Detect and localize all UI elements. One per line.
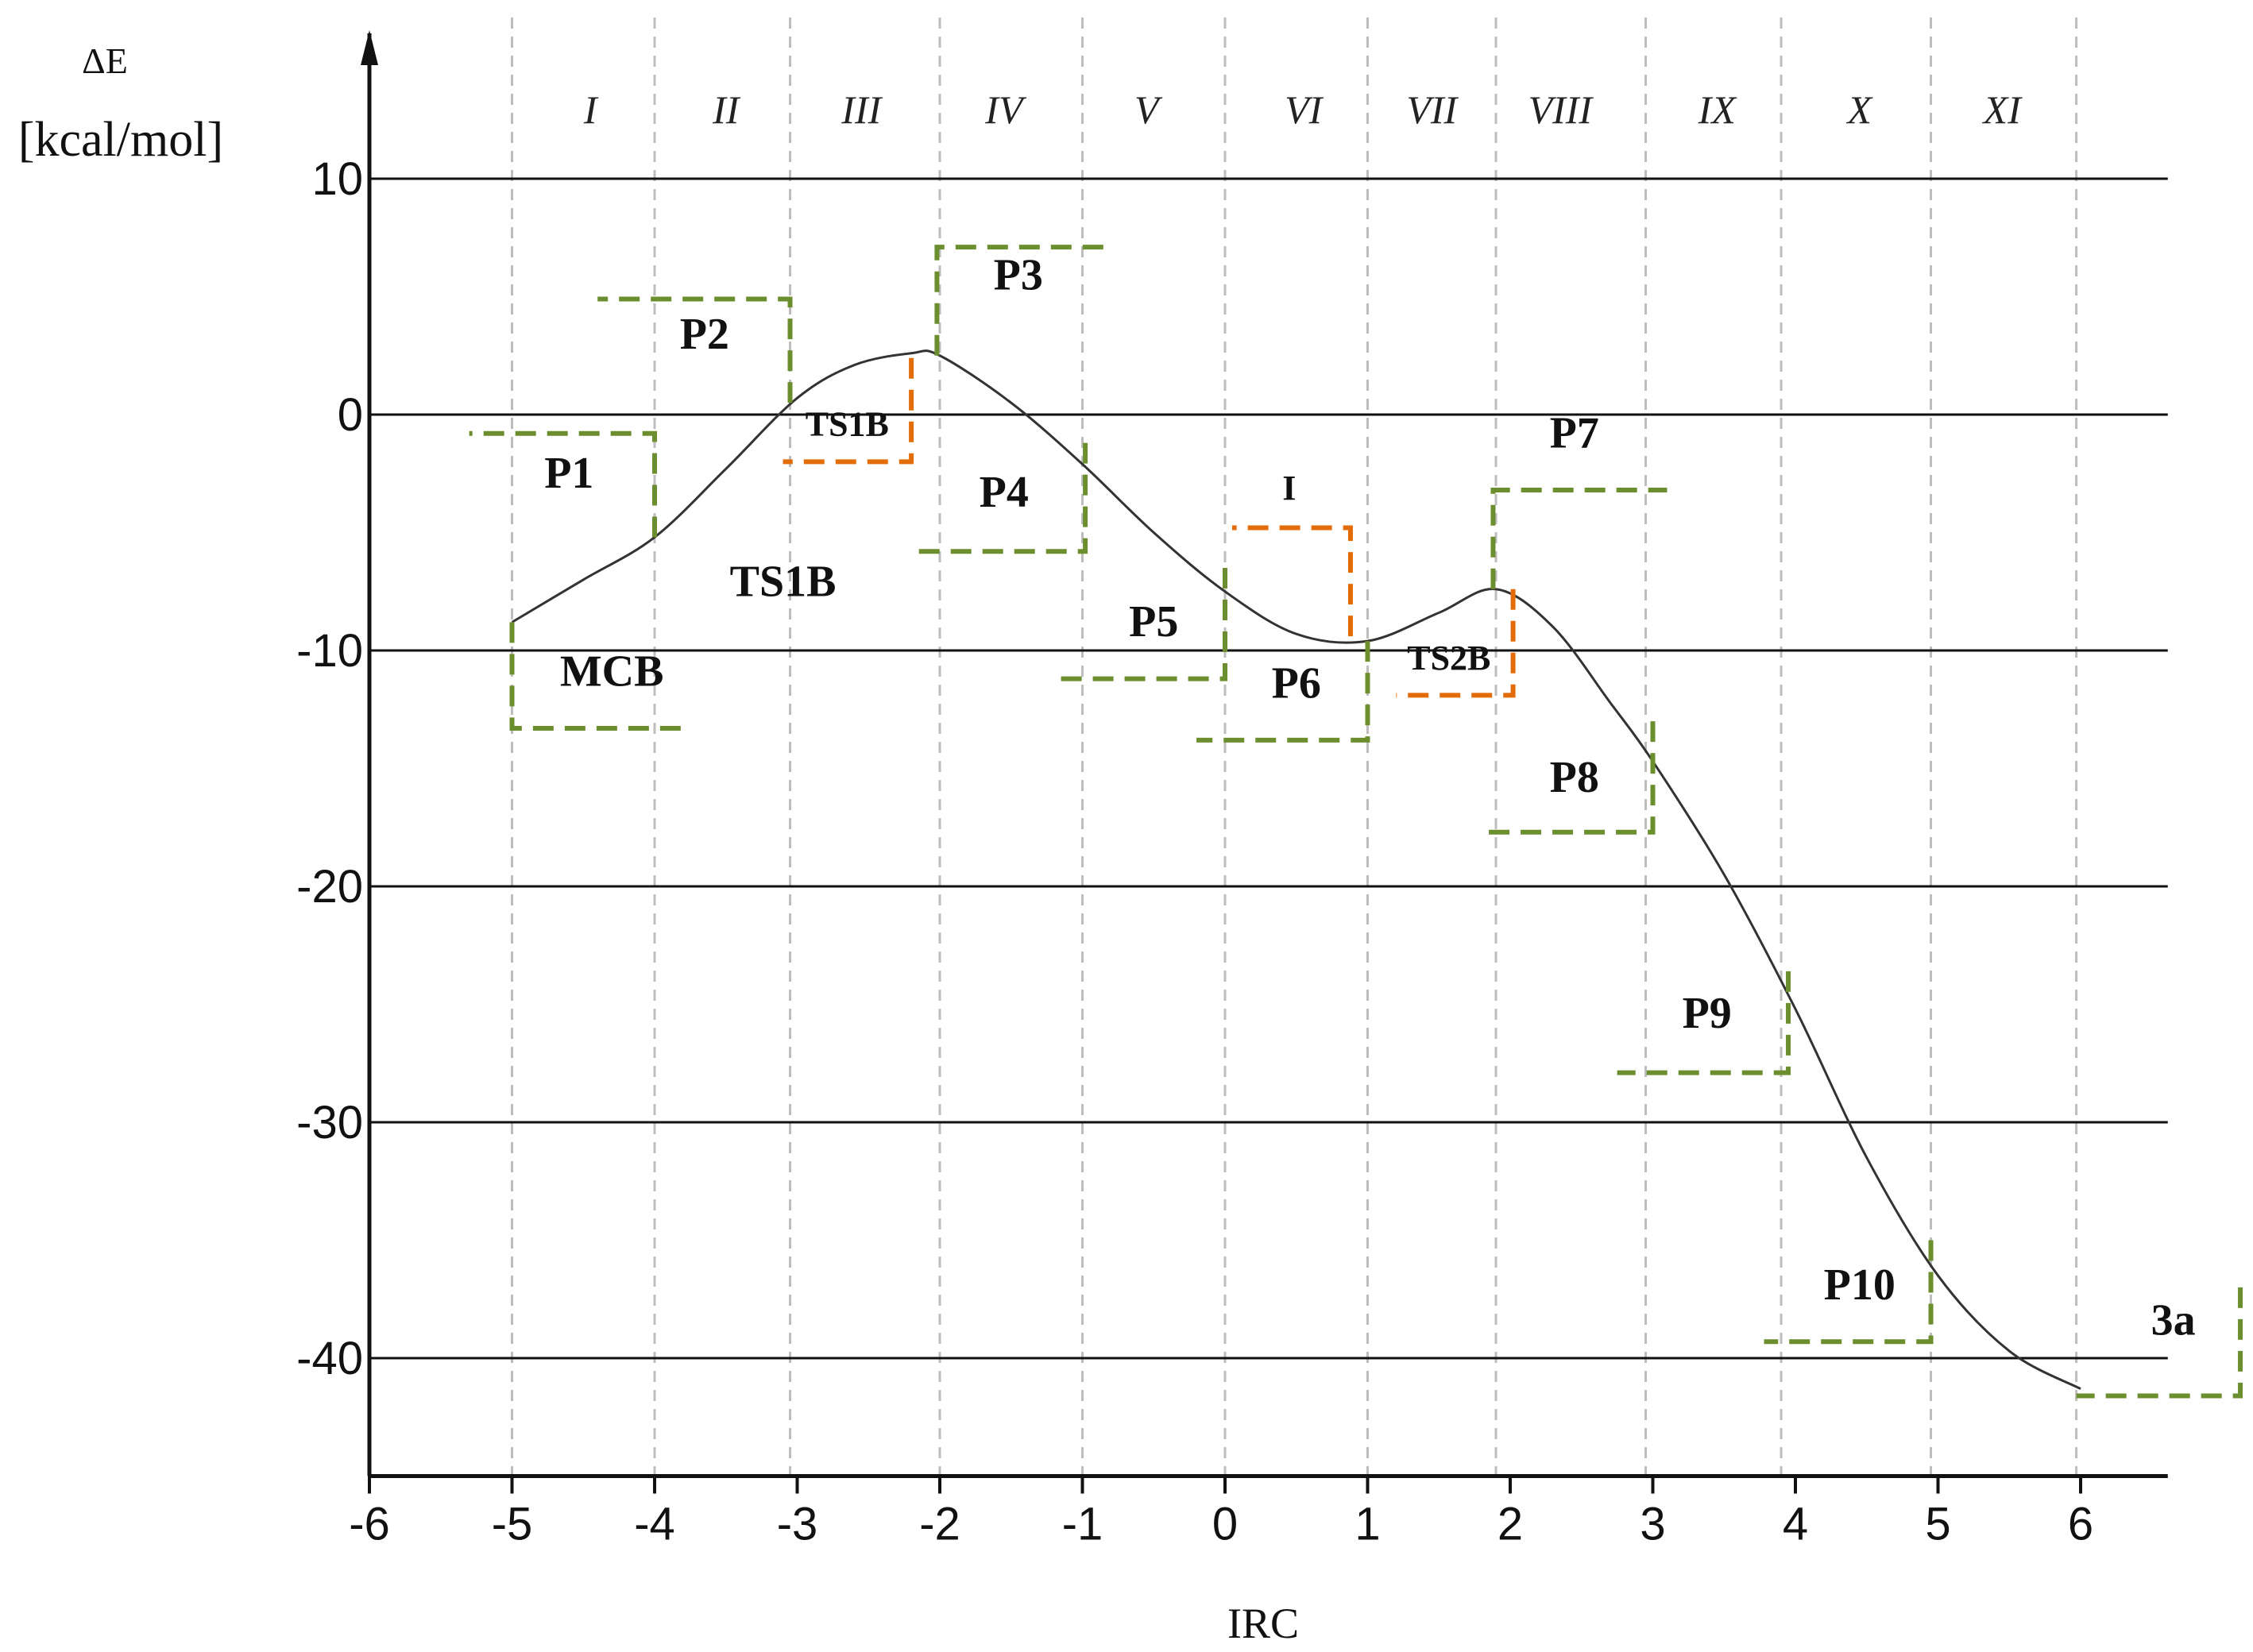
step-label: TS2B	[1407, 639, 1490, 677]
step-label: P9	[1683, 989, 1732, 1038]
region-dividers: I II III IV V VI VII VIII IX X XI	[511, 17, 2078, 1476]
step-marker	[2076, 1287, 2243, 1399]
step-label: I	[1282, 469, 1296, 508]
x-axis-label: IRC	[1227, 1600, 1299, 1647]
x-tick-label: -3	[777, 1499, 818, 1550]
step-marker	[934, 245, 1104, 356]
step-label: TS1B	[806, 405, 889, 444]
step-marker	[1490, 488, 1668, 589]
y-gridlines	[369, 177, 2168, 1360]
step-marker	[783, 357, 914, 465]
step-marker	[1231, 525, 1353, 637]
x-tick-label: 3	[1640, 1499, 1665, 1550]
y-tick-label: 10	[311, 153, 363, 205]
y-tick-label: -10	[296, 625, 363, 677]
step-marker	[1053, 568, 1227, 681]
step-label: P5	[1129, 597, 1178, 647]
region-label: V	[1134, 87, 1163, 132]
region-label: IX	[1698, 87, 1738, 132]
y-tick-label: -30	[296, 1097, 363, 1148]
step-label: P10	[1824, 1260, 1896, 1310]
x-tick-label: -2	[919, 1499, 960, 1550]
x-tick-label: -4	[634, 1499, 675, 1550]
x-tick-label: -6	[349, 1499, 390, 1550]
step-label: TS1B	[730, 558, 837, 607]
axes	[361, 30, 2168, 1494]
region-label: I	[583, 87, 599, 132]
energy-curve-line	[511, 349, 2081, 1390]
x-tick-label: -5	[492, 1499, 533, 1550]
step-marker	[1196, 641, 1370, 743]
region-label: XI	[1982, 87, 2023, 132]
region-label: VII	[1406, 87, 1459, 132]
x-tick-label: 6	[2068, 1499, 2093, 1550]
step-marker	[918, 442, 1088, 554]
y-axis-label-unit: [kcal/mol]	[18, 113, 223, 167]
energy-curve	[511, 349, 2081, 1390]
region-label: III	[841, 87, 883, 132]
step-marker	[1396, 589, 1516, 698]
y-axis-label-symbol: ΔE	[82, 41, 128, 81]
x-tick-label: -1	[1062, 1499, 1103, 1550]
y-tick-label: 0	[338, 389, 363, 441]
step-marker	[1489, 721, 1656, 835]
region-label: VIII	[1528, 87, 1594, 132]
region-label: X	[1846, 87, 1874, 132]
x-tick-label: 0	[1212, 1499, 1238, 1550]
step-marker	[509, 622, 690, 731]
step-marker	[1617, 971, 1791, 1075]
step-annotations: MCB P1 TS1B P2 TS1B P3 P4 P5 I P6 TS2B P7 P8 P9 P10 3a	[469, 245, 2243, 1399]
step-label: P6	[1272, 658, 1321, 708]
step-marker	[597, 296, 793, 403]
y-axis-arrow	[361, 30, 378, 65]
region-label: IV	[984, 87, 1027, 132]
step-label: 3a	[2151, 1295, 2196, 1345]
y-tick-label: -20	[296, 861, 363, 913]
x-tick-label: 1	[1355, 1499, 1380, 1550]
step-marker	[469, 430, 657, 538]
step-label: P3	[994, 251, 1043, 300]
step-marker	[1764, 1240, 1934, 1345]
region-label: II	[712, 87, 741, 132]
x-tick-label: 4	[1783, 1499, 1808, 1550]
step-label: P4	[980, 468, 1029, 517]
step-label: MCB	[560, 647, 664, 697]
region-label: VI	[1285, 87, 1324, 132]
step-label: P1	[544, 449, 593, 498]
x-tick-label: 2	[1497, 1499, 1523, 1550]
y-tick-label: -40	[296, 1333, 363, 1384]
step-label: P2	[680, 310, 729, 359]
step-label: P8	[1550, 753, 1599, 802]
step-label: P7	[1550, 409, 1599, 458]
x-tick-label: 5	[1925, 1499, 1950, 1550]
